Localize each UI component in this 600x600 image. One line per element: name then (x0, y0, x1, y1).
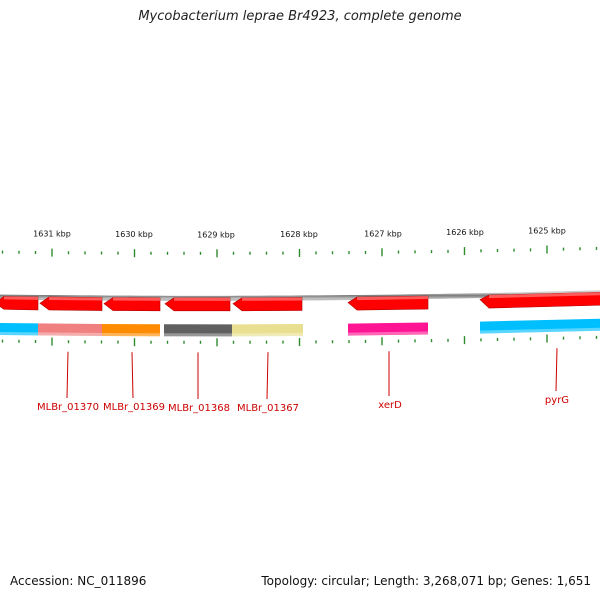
scale-ticks-top (1, 245, 598, 258)
cds-arrow-highlight (113, 297, 160, 301)
gene-label-leader (266, 352, 269, 400)
scale-tick-label: 1629 kbp (197, 230, 235, 239)
gene-bar-shade (348, 331, 428, 336)
gene-feature-track (0, 318, 600, 337)
gene-label-leader (131, 352, 134, 399)
cds-arrow-highlight (357, 296, 428, 301)
gene-label: MLBr_01368 (168, 403, 230, 414)
gene-bar-shade (232, 332, 303, 337)
genome-info-label: Topology: circular; Length: 3,268,071 bp… (261, 574, 591, 588)
gene-bar (0, 322, 38, 336)
cds-arrow (103, 297, 161, 312)
accession-label: Accession: NC_011896 (10, 574, 147, 588)
scale-tick-label: 1631 kbp (33, 230, 71, 239)
gene-labels: MLBr_01370 MLBr_01369 MLBr_01368 MLBr_01367… (37, 348, 569, 414)
cds-feature-track (0, 291, 600, 312)
cds-arrow-highlight (49, 296, 102, 301)
cds-arrow-highlight (242, 297, 302, 301)
gene-label: MLBr_01367 (237, 403, 299, 414)
gene-label: xerD (378, 400, 402, 411)
gene-bar (232, 323, 303, 337)
genome-title: Mycobacterium leprae Br4923, complete ge… (138, 9, 462, 24)
scale-ticks-bottom (1, 334, 598, 347)
gene-label-leader (555, 348, 558, 392)
gene-bar (38, 323, 102, 337)
gene-bar (102, 324, 160, 337)
scale-tick-label: 1630 kbp (115, 230, 153, 239)
scale-tick-label: 1625 kbp (528, 227, 566, 236)
gene-label: MLBr_01369 (103, 402, 165, 413)
gene-bar-shade (164, 333, 232, 337)
cds-arrow-highlight (489, 292, 600, 299)
gene-label: pyrG (545, 395, 569, 406)
cds-arrow-highlight (4, 296, 38, 300)
gene-bar (348, 322, 428, 336)
gene-bar-shade (480, 327, 600, 334)
gene-label-leader (66, 351, 69, 399)
cds-arrow-highlight (174, 297, 230, 301)
scale-tick-labels: 1631 kbp 1630 kbp 1629 kbp 1628 kbp 1627 kbp… (33, 227, 566, 240)
gene-label: MLBr_01370 (37, 402, 99, 413)
gene-bar (164, 324, 232, 337)
gene-bar (480, 318, 600, 334)
scale-tick-label: 1628 kbp (280, 230, 318, 239)
gene-bar-shade (38, 332, 102, 337)
scale-tick-label: 1627 kbp (364, 229, 402, 238)
scale-tick-label: 1626 kbp (446, 228, 484, 237)
gene-bar-shade (102, 333, 160, 337)
gene-bar-shade (0, 331, 38, 336)
